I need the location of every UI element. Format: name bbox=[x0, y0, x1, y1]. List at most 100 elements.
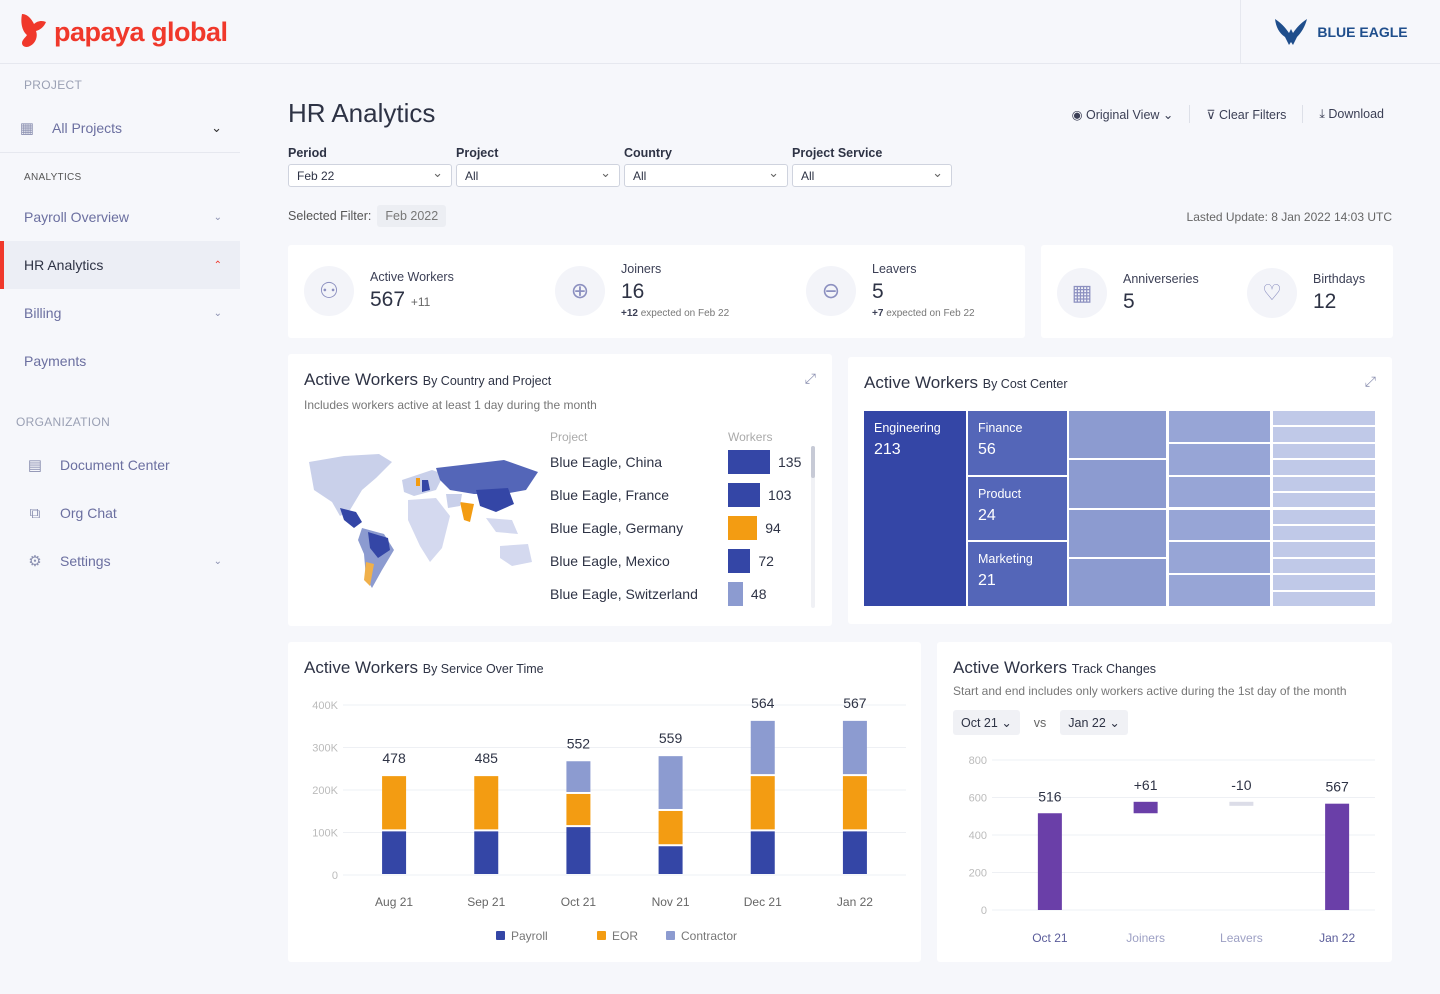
sidebar-item-settings[interactable]: ⚙ Settings ⌄ bbox=[0, 537, 240, 585]
selected-filter-chip[interactable]: Feb 2022 bbox=[377, 205, 447, 227]
bar-segment-eor[interactable] bbox=[658, 810, 683, 845]
treemap-cell[interactable] bbox=[1273, 460, 1375, 475]
map-middle-east[interactable] bbox=[446, 494, 462, 508]
treemap-cell[interactable] bbox=[1169, 411, 1270, 442]
bar-segment-eor[interactable] bbox=[382, 776, 407, 830]
papaya-logo[interactable]: papaya global bbox=[18, 12, 228, 52]
project-row[interactable]: Blue Eagle, France 103 bbox=[550, 483, 810, 509]
bar-segment-eor[interactable] bbox=[566, 793, 591, 826]
sidebar-item-payments[interactable]: Payments bbox=[0, 337, 240, 385]
scrollbar[interactable] bbox=[811, 446, 815, 608]
legend-label[interactable]: Contractor bbox=[681, 929, 737, 943]
map-north-america[interactable] bbox=[309, 454, 392, 516]
project-select[interactable]: ▦ All Projects ⌄ bbox=[0, 104, 240, 152]
scrollbar-thumb[interactable] bbox=[811, 446, 815, 478]
treemap-cell[interactable] bbox=[1273, 509, 1375, 524]
treemap-cell[interactable] bbox=[1069, 411, 1166, 459]
bar-segment-payroll[interactable] bbox=[566, 827, 591, 874]
map-china[interactable] bbox=[476, 488, 514, 512]
map-africa[interactable] bbox=[408, 498, 450, 562]
clear-filters-button[interactable]: ⊽ Clear Filters bbox=[1206, 107, 1286, 122]
treemap-cell[interactable] bbox=[1273, 575, 1375, 590]
map-russia[interactable] bbox=[436, 460, 538, 494]
project-row[interactable]: Blue Eagle, Mexico 72 bbox=[550, 549, 810, 575]
legend-label[interactable]: EOR bbox=[612, 929, 638, 943]
bar-segment-eor[interactable] bbox=[474, 776, 499, 830]
waterfall-bar[interactable] bbox=[1229, 801, 1254, 806]
waterfall-bar[interactable] bbox=[1325, 803, 1350, 910]
bar-segment-eor[interactable] bbox=[842, 776, 867, 830]
treemap-cell-engineering[interactable]: Engineering 213 bbox=[864, 411, 966, 606]
bar-value-label: -10 bbox=[1231, 777, 1251, 793]
sidebar-item-billing[interactable]: Billing ⌄ bbox=[0, 289, 240, 337]
sidebar-item-document-center[interactable]: ▤ Document Center bbox=[0, 441, 240, 489]
bar-segment-eor[interactable] bbox=[750, 776, 775, 830]
bar-segment-payroll[interactable] bbox=[658, 846, 683, 874]
workers-bar bbox=[728, 450, 770, 474]
map-mexico[interactable] bbox=[340, 508, 362, 528]
bar-segment-contractor[interactable] bbox=[842, 720, 867, 775]
map-australia[interactable] bbox=[500, 544, 532, 566]
treemap-cell[interactable] bbox=[1169, 443, 1270, 475]
y-tick-label: 300K bbox=[312, 743, 338, 755]
kpi-active-workers: ⚇ Active Workers 567 +11 bbox=[304, 266, 454, 316]
treemap-cell[interactable] bbox=[1273, 411, 1375, 426]
map-brazil[interactable] bbox=[368, 532, 390, 558]
map-uk[interactable] bbox=[416, 478, 420, 486]
treemap-cell[interactable] bbox=[1169, 542, 1270, 574]
expand-icon[interactable]: ⤢ bbox=[1364, 373, 1376, 389]
treemap-cell[interactable] bbox=[1069, 460, 1166, 508]
map-france[interactable] bbox=[422, 480, 430, 492]
waterfall-bar[interactable] bbox=[1133, 801, 1158, 814]
expand-icon[interactable]: ⤢ bbox=[804, 370, 816, 386]
country-select[interactable]: All bbox=[624, 164, 788, 187]
treemap-cell[interactable] bbox=[1273, 427, 1375, 442]
treemap-cell[interactable] bbox=[1069, 558, 1166, 606]
bar-segment-payroll[interactable] bbox=[474, 831, 499, 874]
treemap-cell[interactable] bbox=[1273, 525, 1375, 541]
bar-segment-payroll[interactable] bbox=[750, 831, 775, 874]
treemap-cell[interactable] bbox=[1169, 575, 1270, 606]
sidebar-item-org-chat[interactable]: ⧉ Org Chat bbox=[0, 489, 240, 537]
bar-segment-payroll[interactable] bbox=[382, 831, 407, 874]
legend-label[interactable]: Payroll bbox=[511, 929, 548, 943]
bar-segment-payroll[interactable] bbox=[842, 831, 867, 874]
map-southeast-asia[interactable] bbox=[486, 518, 518, 534]
chevron-down-icon: ⌄ bbox=[213, 555, 222, 567]
to-month-select[interactable]: Jan 22 ⌄ bbox=[1060, 710, 1128, 735]
treemap-cell[interactable] bbox=[1273, 443, 1375, 459]
treemap-cell-marketing[interactable]: Marketing 21 bbox=[968, 542, 1067, 606]
bar-value-label: +61 bbox=[1134, 777, 1158, 793]
project-row[interactable]: Blue Eagle, Switzerland 48 bbox=[550, 582, 810, 608]
download-button[interactable]: ⤓ Download bbox=[1319, 107, 1384, 122]
original-view-button[interactable]: ◉ Original View ⌄ bbox=[1072, 107, 1174, 122]
waterfall-bar[interactable] bbox=[1037, 813, 1062, 910]
project-row[interactable]: Blue Eagle, Germany 94 bbox=[550, 516, 810, 542]
project-filter-select[interactable]: All bbox=[456, 164, 620, 187]
treemap-cell-product[interactable]: Product 24 bbox=[968, 477, 1067, 540]
cell-label: Marketing bbox=[978, 552, 1033, 566]
treemap-cell[interactable] bbox=[1273, 591, 1375, 606]
treemap-cell[interactable] bbox=[1273, 542, 1375, 557]
project-service-select[interactable]: All bbox=[792, 164, 952, 187]
map-india[interactable] bbox=[460, 502, 474, 522]
bar-segment-contractor[interactable] bbox=[566, 761, 591, 792]
treemap-cell[interactable] bbox=[1273, 476, 1375, 492]
project-row[interactable]: Blue Eagle, China 135 bbox=[550, 450, 810, 476]
period-select[interactable]: Feb 22 bbox=[288, 164, 452, 187]
sidebar-item-hr-analytics[interactable]: HR Analytics ⌃ bbox=[0, 241, 240, 289]
filter-project: Project All bbox=[456, 146, 620, 187]
treemap-cell-finance[interactable]: Finance 56 bbox=[968, 411, 1067, 475]
treemap-cell[interactable] bbox=[1273, 558, 1375, 574]
bar-segment-contractor[interactable] bbox=[750, 720, 775, 775]
treemap-cell[interactable] bbox=[1169, 476, 1270, 508]
bar-segment-contractor[interactable] bbox=[658, 756, 683, 809]
map-argentina[interactable] bbox=[364, 562, 374, 586]
world-map[interactable] bbox=[304, 450, 540, 590]
sidebar-item-payroll-overview[interactable]: Payroll Overview ⌄ bbox=[0, 193, 240, 241]
treemap-cell[interactable] bbox=[1169, 509, 1270, 541]
selected-filter-label: Selected Filter: bbox=[288, 209, 372, 223]
treemap-cell[interactable] bbox=[1069, 509, 1166, 557]
treemap-cell[interactable] bbox=[1273, 493, 1375, 508]
from-month-select[interactable]: Oct 21 ⌄ bbox=[953, 710, 1020, 735]
